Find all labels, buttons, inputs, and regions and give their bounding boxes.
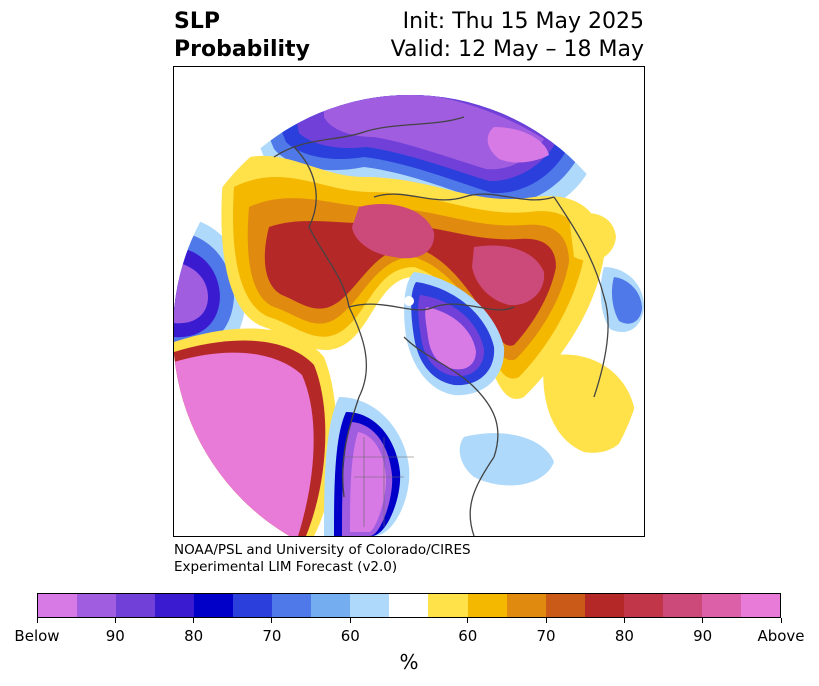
colorbar-swatch [428,594,468,617]
title-type: Probability [174,37,310,62]
colorbar-tick-label: 80 [184,627,204,645]
colorbar-tick-label: 80 [614,627,634,645]
colorbar-swatch [623,594,663,617]
plot-title-left: SLP Probability [174,8,310,64]
colorbar-tick-mark [702,618,704,623]
colorbar-swatch [311,594,351,617]
colorbar-tick-mark [114,618,116,623]
colorbar-swatch [740,594,780,617]
init-date: Init: Thu 15 May 2025 [402,9,644,34]
colorbar-swatch [545,594,585,617]
colorbar-tick-label: 70 [262,627,282,645]
colorbar-swatch [350,594,390,617]
valid-dates: Valid: 12 May – 18 May [390,37,644,62]
colorbar-swatch [506,594,546,617]
map-panel [173,66,645,537]
colorbar-swatch [701,594,741,617]
colorbar-swatch [662,594,702,617]
colorbar-tick-mark [271,618,273,623]
colorbar-tick-mark [545,618,547,623]
colorbar-tick-label: 90 [693,627,713,645]
colorbar-tick-label: 60 [458,627,478,645]
region-east-high [543,354,634,453]
credit-text: NOAA/PSL and University of Colorado/CIRE… [174,542,471,576]
colorbar-swatch [467,594,507,617]
colorbar-swatch [272,594,312,617]
colorbar-tick-mark [193,618,195,623]
colorbar-tick-label: Above [757,627,805,645]
colorbar-tick-mark [623,618,625,623]
colorbar-tick-label: 90 [105,627,125,645]
colorbar-tick-mark [36,618,38,623]
colorbar-swatch [584,594,624,617]
probability-map [174,95,644,536]
colorbar-swatch [155,594,195,617]
colorbar-tick-mark [349,618,351,623]
plot-title-right: Init: Thu 15 May 2025 Valid: 12 May – 18… [391,8,644,64]
colorbar-swatch [194,594,234,617]
colorbar-tick-label: 70 [536,627,556,645]
colorbar-tick-mark [467,618,469,623]
credit-line-2: Experimental LIM Forecast (v2.0) [174,559,398,575]
colorbar-swatch [389,594,429,617]
colorbar-swatch [38,594,78,617]
colorbar-swatch [116,594,156,617]
colorbar-swatch [233,594,273,617]
credit-line-1: NOAA/PSL and University of Colorado/CIRE… [174,542,471,558]
colorbar-tick-label: 60 [340,627,360,645]
colorbar-unit: % [399,650,419,674]
colorbar-swatch [77,594,117,617]
colorbar [37,593,781,618]
colorbar-tick-label: Below [14,627,60,645]
colorbar-tick-mark [780,618,782,623]
title-variable: SLP [174,9,220,34]
